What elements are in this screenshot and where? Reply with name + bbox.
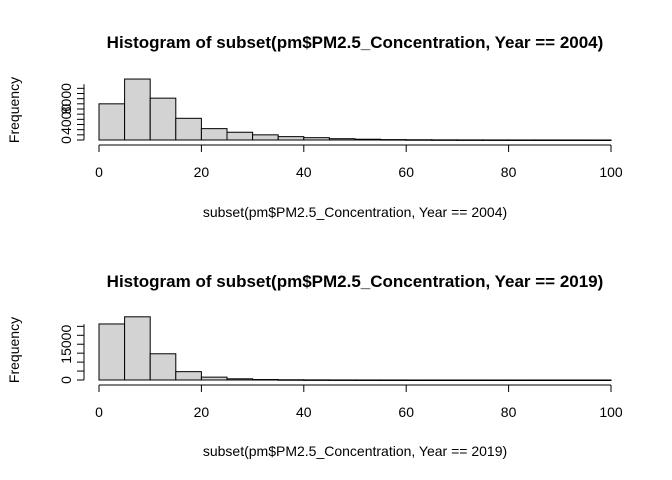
histogram-bar xyxy=(456,379,484,381)
histogram-bar xyxy=(200,128,228,141)
histogram-bar xyxy=(533,379,561,381)
histogram-bar xyxy=(559,139,586,141)
x-tick-label: 100 xyxy=(599,164,623,180)
y-tick-label: 8000 xyxy=(58,83,74,114)
histogram-bar xyxy=(124,78,151,141)
histogram-bar xyxy=(98,103,126,141)
y-tick-label: 0 xyxy=(58,376,74,384)
histogram-bar xyxy=(354,379,382,381)
x-axis: 0 20 40 60 80 100 xyxy=(95,144,623,180)
histogram-bar xyxy=(380,139,407,141)
histogram-bar xyxy=(98,323,126,381)
histogram-bar xyxy=(149,97,177,141)
histogram-bar xyxy=(303,137,330,141)
x-axis: 0 20 40 60 80 100 xyxy=(95,384,623,420)
y-axis-label: Frequency xyxy=(6,77,22,143)
histogram-bar xyxy=(584,139,612,141)
histogram-bar xyxy=(431,139,458,141)
histogram-bar xyxy=(277,379,305,381)
y-axis-label: Frequency xyxy=(6,317,22,383)
x-tick-label: 80 xyxy=(501,164,517,180)
histogram-bar xyxy=(456,139,484,141)
histogram-2019: Histogram of subset(pm$PM2.5_Concentrati… xyxy=(6,272,623,459)
chart-title: Histogram of subset(pm$PM2.5_Concentrati… xyxy=(107,272,604,291)
bars xyxy=(98,316,612,381)
histogram-bar xyxy=(380,379,407,381)
x-tick-label: 100 xyxy=(599,404,623,420)
x-axis-label: subset(pm$PM2.5_Concentration, Year == 2… xyxy=(203,443,507,459)
histogram-bar xyxy=(508,379,535,381)
x-tick-label: 0 xyxy=(95,404,103,420)
bars xyxy=(98,78,612,141)
x-tick-label: 80 xyxy=(501,404,517,420)
histogram-bar xyxy=(508,139,535,141)
histogram-bar xyxy=(405,379,433,381)
histogram-bar xyxy=(584,379,612,381)
histogram-bar xyxy=(149,353,177,381)
histogram-bar xyxy=(200,376,228,381)
histogram-bar xyxy=(559,379,586,381)
y-tick-label: 4000 xyxy=(58,104,74,135)
histogram-bar xyxy=(252,134,279,141)
histogram-bar xyxy=(303,379,330,381)
histogram-bar xyxy=(328,379,356,381)
histogram-bar xyxy=(354,138,382,141)
x-tick-label: 20 xyxy=(194,404,210,420)
histogram-bar xyxy=(175,117,202,141)
histogram-2004: Histogram of subset(pm$PM2.5_Concentrati… xyxy=(6,33,623,220)
histogram-bar xyxy=(431,379,458,381)
y-axis: 0 15000 xyxy=(58,324,85,384)
x-tick-label: 60 xyxy=(398,164,414,180)
histogram-bar xyxy=(252,379,279,381)
histogram-bar xyxy=(405,139,433,141)
x-tick-label: 60 xyxy=(398,404,414,420)
histogram-bar xyxy=(482,379,510,381)
histogram-bar xyxy=(175,371,202,381)
y-tick-label: 15000 xyxy=(58,325,74,364)
histogram-bar xyxy=(533,139,561,141)
histogram-bar xyxy=(124,316,151,381)
histogram-bar xyxy=(226,131,254,141)
histogram-bar xyxy=(328,138,356,141)
x-tick-label: 20 xyxy=(194,164,210,180)
histogram-bar xyxy=(482,139,510,141)
histogram-bar xyxy=(277,136,305,141)
histogram-bar xyxy=(226,378,254,381)
x-tick-label: 0 xyxy=(95,164,103,180)
chart-title: Histogram of subset(pm$PM2.5_Concentrati… xyxy=(107,33,604,52)
y-tick-label: 0 xyxy=(58,136,74,144)
x-tick-label: 40 xyxy=(296,164,312,180)
x-tick-label: 40 xyxy=(296,404,312,420)
x-axis-label: subset(pm$PM2.5_Concentration, Year == 2… xyxy=(203,204,507,220)
